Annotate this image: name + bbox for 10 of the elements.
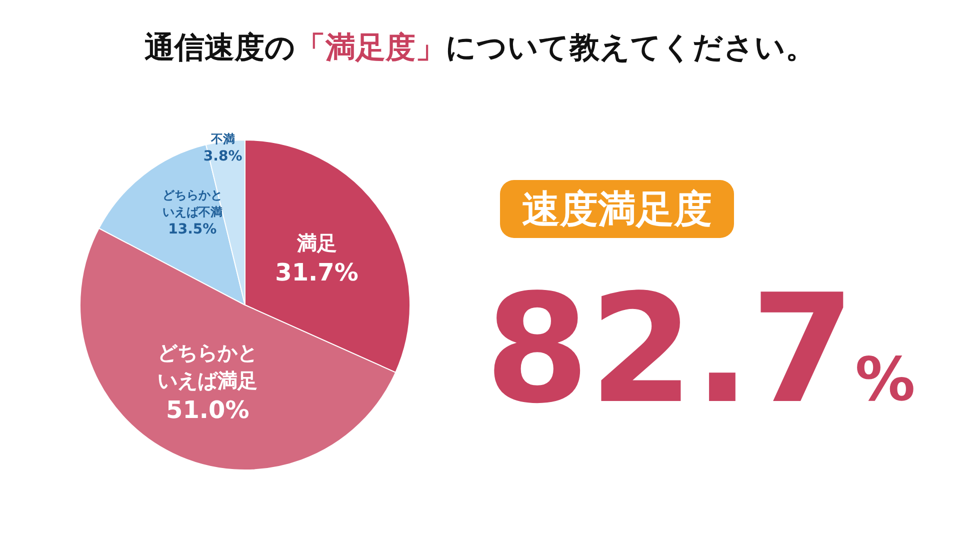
slice-label: 満足	[296, 230, 337, 255]
data-label: 51.0%	[166, 396, 250, 424]
text: 82.7%	[485, 263, 916, 437]
data-label: 31.7%	[275, 258, 358, 287]
slice-label: どちらかといえば満足	[158, 340, 258, 392]
text: 速度満足度	[522, 187, 712, 231]
slice-label: 不満	[210, 132, 235, 146]
data-label: 3.8%	[203, 148, 242, 165]
text: 通信速度の「満足度」について教えてください。	[144, 30, 816, 66]
data-label: 13.5%	[168, 221, 217, 238]
